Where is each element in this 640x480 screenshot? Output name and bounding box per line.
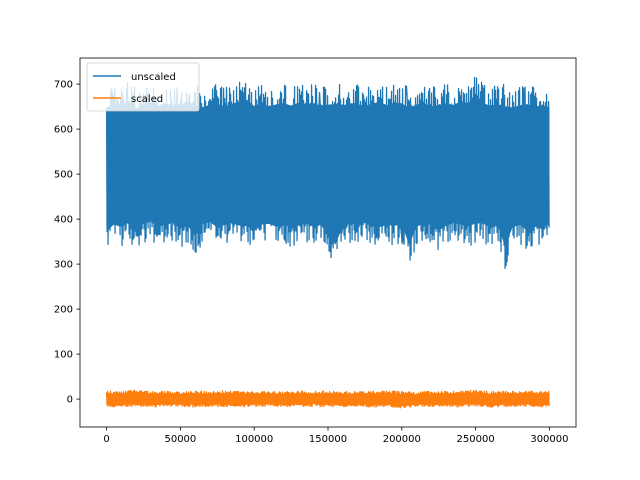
x-tick-label: 150000 [309,434,347,445]
x-tick-label: 50000 [164,434,196,445]
y-tick-label: 700 [54,80,73,91]
y-tick-label: 500 [54,170,73,181]
y-tick-label: 100 [54,350,73,361]
y-tick-label: 400 [54,215,73,226]
legend-box [86,62,200,112]
x-tick-label: 300000 [530,434,568,445]
y-tick-label: 600 [54,125,73,136]
x-tick-label: 200000 [383,434,421,445]
series-layer [105,76,550,409]
legend-label-unscaled: unscaled [131,72,176,83]
series-line-scaled [105,389,550,409]
y-axis: 0 100 200 300 400 500 600 700 [54,80,80,406]
x-tick-label: 100000 [235,434,273,445]
series-line-unscaled [105,76,550,269]
y-tick-label: 0 [67,395,73,406]
y-tick-label: 200 [54,305,73,316]
series-scaled [105,389,550,409]
y-tick-label: 300 [54,260,73,271]
x-tick-label: 250000 [457,434,495,445]
legend: unscaled scaled [86,62,200,112]
x-axis: 0 50000 100000 150000 200000 250000 300000 [103,427,569,445]
legend-label-scaled: scaled [131,94,163,105]
x-tick-label: 0 [103,434,109,445]
series-unscaled [105,76,550,269]
